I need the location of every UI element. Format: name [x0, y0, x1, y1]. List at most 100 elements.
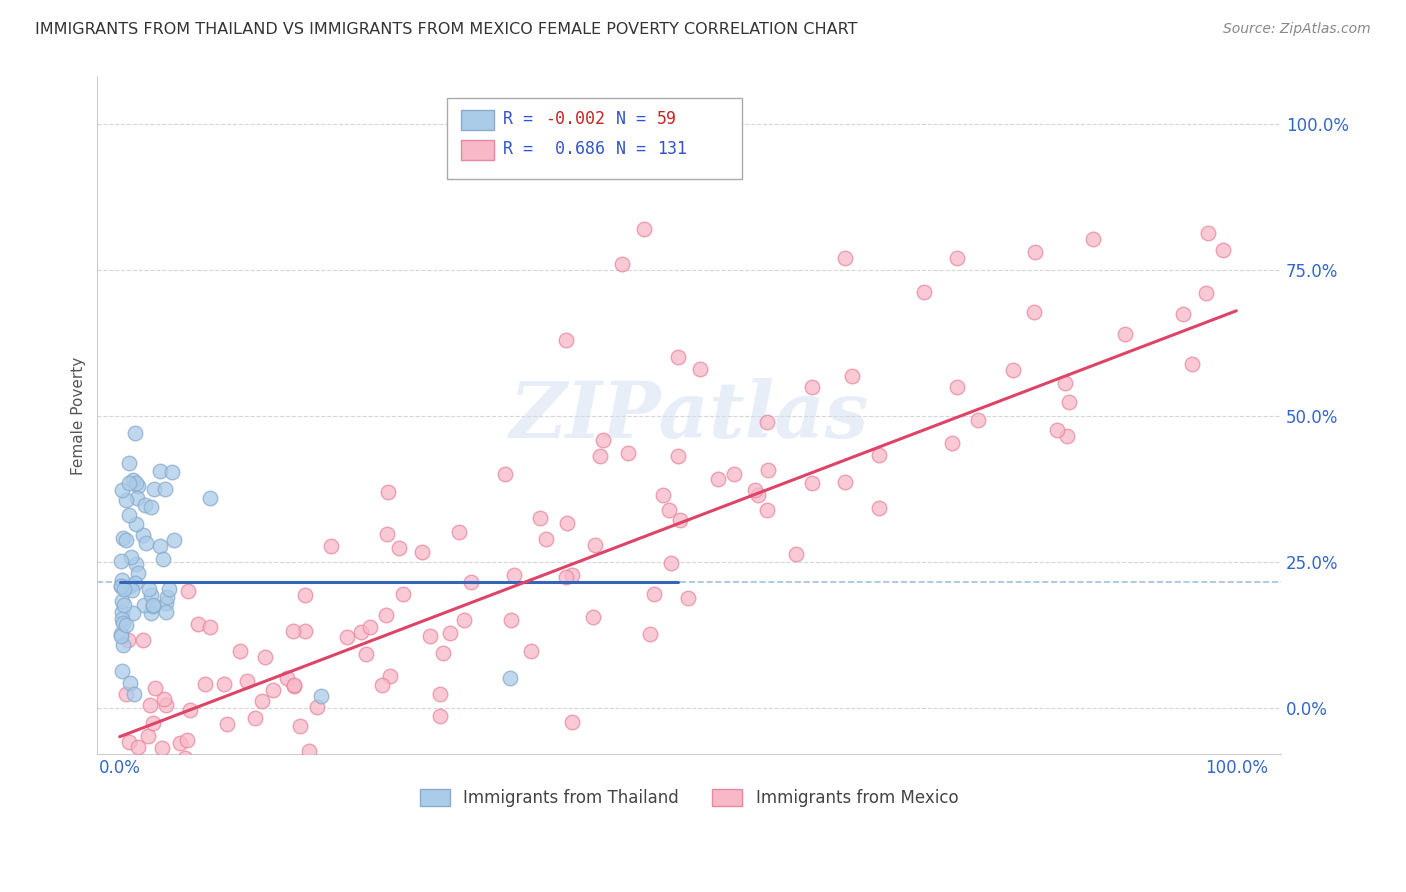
Point	[243, 711, 266, 725]
Point	[281, 624, 304, 638]
Point	[659, 557, 682, 571]
Point	[110, 594, 132, 608]
Point	[155, 698, 177, 713]
Point	[1195, 286, 1218, 301]
Point	[1081, 232, 1104, 246]
Point	[125, 476, 148, 491]
Point	[633, 222, 655, 236]
Point	[868, 448, 890, 462]
Point	[110, 554, 132, 568]
Point	[319, 539, 342, 553]
Point	[217, 717, 239, 731]
Point	[359, 619, 381, 633]
Text: IMMIGRANTS FROM THAILAND VS IMMIGRANTS FROM MEXICO FEMALE POVERTY CORRELATION CH: IMMIGRANTS FROM THAILAND VS IMMIGRANTS F…	[35, 22, 858, 37]
Point	[121, 583, 143, 598]
Point	[163, 533, 186, 547]
Point	[142, 598, 165, 612]
Point	[1212, 243, 1234, 257]
Point	[666, 351, 689, 365]
Legend: Immigrants from Thailand, Immigrants from Mexico: Immigrants from Thailand, Immigrants fro…	[413, 782, 965, 814]
Point	[378, 669, 401, 683]
Point	[162, 465, 184, 479]
Point	[283, 678, 305, 692]
Point	[159, 773, 181, 788]
Point	[110, 578, 132, 592]
Point	[187, 616, 209, 631]
Point	[354, 647, 377, 661]
Point	[946, 380, 969, 394]
Text: N =: N =	[616, 111, 655, 128]
Point	[111, 612, 134, 626]
Point	[756, 463, 779, 477]
Point	[117, 633, 139, 648]
Point	[127, 788, 149, 802]
Point	[122, 687, 145, 701]
Text: 131: 131	[657, 140, 688, 158]
Point	[755, 503, 778, 517]
Point	[115, 687, 138, 701]
Point	[110, 579, 132, 593]
Point	[156, 590, 179, 604]
Point	[155, 596, 177, 610]
Point	[652, 487, 675, 501]
Point	[912, 285, 935, 300]
Point	[1046, 423, 1069, 437]
Point	[138, 582, 160, 597]
Point	[841, 369, 863, 384]
Text: N =: N =	[616, 140, 655, 158]
Point	[118, 508, 141, 523]
Text: ZIPatlas: ZIPatlas	[509, 377, 869, 454]
Point	[638, 626, 661, 640]
Point	[121, 473, 143, 487]
Point	[941, 435, 963, 450]
Point	[219, 772, 242, 786]
Point	[138, 698, 160, 713]
Point	[142, 599, 165, 613]
Y-axis label: Female Poverty: Female Poverty	[72, 357, 86, 475]
Point	[1180, 357, 1202, 371]
Point	[429, 687, 451, 701]
Point	[152, 551, 174, 566]
Point	[375, 607, 398, 622]
Point	[134, 599, 156, 613]
Point	[253, 650, 276, 665]
Point	[174, 751, 197, 765]
Point	[294, 624, 316, 638]
Point	[188, 765, 211, 780]
Point	[744, 483, 766, 497]
Point	[143, 681, 166, 696]
Point	[212, 676, 235, 690]
Point	[132, 633, 155, 648]
Point	[149, 539, 172, 553]
Point	[1056, 428, 1078, 442]
Point	[135, 536, 157, 550]
Point	[747, 488, 769, 502]
Point	[112, 598, 135, 612]
Point	[612, 257, 634, 271]
Point	[111, 605, 134, 619]
Point	[1114, 327, 1136, 342]
Point	[582, 609, 605, 624]
Point	[707, 472, 730, 486]
Point	[676, 591, 699, 605]
Point	[139, 588, 162, 602]
Point	[177, 584, 200, 599]
Point	[288, 719, 311, 733]
Point	[136, 729, 159, 743]
Point	[801, 476, 824, 491]
Point	[643, 587, 665, 601]
Point	[561, 568, 583, 582]
Point	[118, 579, 141, 593]
Point	[125, 516, 148, 531]
Point	[432, 646, 454, 660]
Text: 59: 59	[657, 111, 678, 128]
Point	[150, 741, 173, 756]
Point	[127, 740, 149, 755]
Point	[298, 744, 321, 758]
Point	[169, 736, 191, 750]
Point	[118, 735, 141, 749]
Point	[170, 788, 193, 802]
Point	[125, 557, 148, 571]
Point	[294, 588, 316, 602]
Point	[118, 456, 141, 470]
